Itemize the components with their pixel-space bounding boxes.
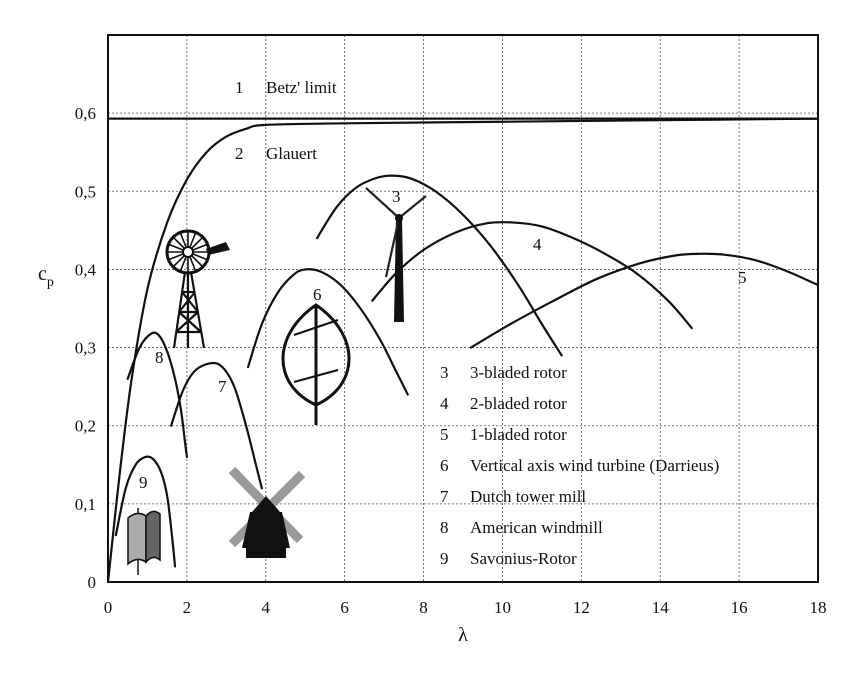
- x-tick-label: 10: [494, 598, 511, 617]
- y-axis-label-sub: p: [47, 275, 54, 290]
- y-tick-label: 0,5: [75, 182, 96, 201]
- series-line-3: [315, 174, 563, 357]
- curve-number-8: 8: [155, 348, 164, 367]
- y-axis-label: cp: [38, 263, 54, 290]
- y-axis-label-main: c: [38, 263, 47, 285]
- curve-number-3: 3: [392, 187, 401, 206]
- legend-text-4: 2-bladed rotor: [470, 394, 567, 413]
- series-line-6: [246, 268, 409, 396]
- x-tick-label: 8: [419, 598, 428, 617]
- y-tick-label: 0,6: [75, 104, 96, 123]
- annotations: 1 Betz' limit 2 Glauert 3 4 5 6 7 8 9 3 3-bladed rot…: [139, 78, 747, 568]
- plot-frame: [107, 34, 819, 583]
- legend-number-6: 6: [440, 456, 449, 475]
- rotor-illustrations: [127, 187, 427, 575]
- series-line-7: [170, 361, 263, 490]
- x-tick-label: 6: [340, 598, 349, 617]
- y-tick-label: 0,3: [75, 339, 96, 358]
- legend-number-8: 8: [440, 518, 449, 537]
- y-tick-label: 0,1: [75, 495, 96, 514]
- grid: [108, 35, 818, 582]
- curve-number-5: 5: [738, 268, 747, 287]
- darrieus-rotor-icon: [281, 303, 351, 425]
- legend-text-7: Dutch tower mill: [470, 487, 586, 506]
- x-tick-label: 14: [652, 598, 670, 617]
- curve-name-2: Glauert: [266, 144, 317, 163]
- curve-label-1: 1: [235, 78, 244, 97]
- series-line-2: [106, 117, 820, 584]
- legend-text-8: American windmill: [470, 518, 603, 537]
- series-line-5: [469, 252, 820, 349]
- series-line-8: [126, 331, 188, 459]
- axis-ticks: 0 2 4 6 8 10 12 14 16 18 0 0,1 0,2 0,3 0,4 0,5 0,6: [75, 104, 827, 617]
- x-tick-label: 16: [731, 598, 748, 617]
- y-tick-label: 0,4: [75, 260, 97, 279]
- x-tick-label: 0: [104, 598, 113, 617]
- legend-number-9: 9: [440, 549, 449, 568]
- legend-number-4: 4: [440, 394, 449, 413]
- x-tick-label: 12: [573, 598, 590, 617]
- legend-text-3: 3-bladed rotor: [470, 363, 567, 382]
- x-axis-label: λ: [458, 624, 468, 646]
- legend-number-7: 7: [440, 487, 449, 506]
- dutch-mill-icon: [228, 466, 306, 558]
- x-tick-label: 18: [810, 598, 827, 617]
- x-tick-label: 4: [262, 598, 271, 617]
- curve-number-4: 4: [533, 235, 542, 254]
- curve-label-2: 2: [235, 144, 244, 163]
- legend-number-5: 5: [440, 425, 449, 444]
- legend-text-6: Vertical axis wind turbine (Darrieus): [470, 456, 719, 475]
- savonius-rotor-icon: [127, 508, 161, 575]
- curve-number-9: 9: [139, 473, 148, 492]
- legend-number-3: 3: [440, 363, 449, 382]
- series-line-4: [371, 221, 693, 330]
- legend-text-9: Savonius-Rotor: [470, 549, 577, 568]
- curve-number-7: 7: [218, 377, 227, 396]
- curve-number-6: 6: [313, 285, 322, 304]
- y-tick-label: 0: [88, 573, 97, 592]
- american-windmill-icon: [165, 229, 230, 349]
- series-line-9: [114, 455, 177, 568]
- series: [106, 117, 820, 584]
- curve-name-1: Betz' limit: [266, 78, 337, 97]
- legend-text-5: 1-bladed rotor: [470, 425, 567, 444]
- y-tick-label: 0,2: [75, 417, 96, 436]
- x-tick-label: 2: [183, 598, 192, 617]
